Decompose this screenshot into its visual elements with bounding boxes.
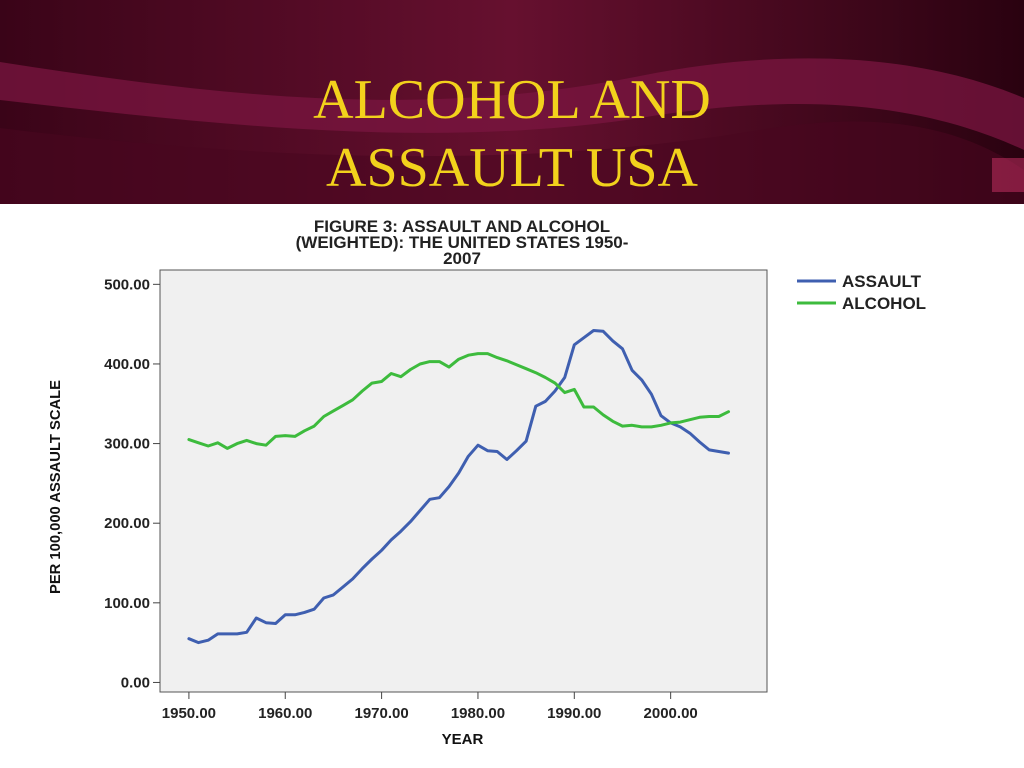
x-axis-title: YEAR xyxy=(442,731,484,748)
y-tick-label: 200.00 xyxy=(104,515,150,532)
axes: 0.00 100.00 200.00 300.00 400.00 500.00 1950.0… xyxy=(104,276,698,722)
header-background-waves xyxy=(0,0,1024,204)
x-tick-label: 1950.00 xyxy=(162,705,216,722)
slide-header: ALCOHOL AND ASSAULT USA xyxy=(0,0,1024,204)
slide-title-line-1: ALCOHOL AND xyxy=(313,69,711,131)
series-line-alcohol xyxy=(187,352,730,450)
slide-title: ALCOHOL AND ASSAULT USA xyxy=(0,66,1024,202)
y-axis-title: PER 100,000 ASSAULT SCALE xyxy=(47,380,64,594)
x-tick-label: 1960.00 xyxy=(258,705,312,722)
line-chart: FIGURE 3: ASSAULT AND ALCOHOL (WEIGHTED)… xyxy=(47,217,926,748)
y-tick-label: 0.00 xyxy=(121,674,150,691)
x-tick-label: 2000.00 xyxy=(644,705,698,722)
x-tick-label: 1970.00 xyxy=(354,705,408,722)
series-lines xyxy=(187,329,730,645)
y-tick-label: 400.00 xyxy=(104,356,150,373)
y-tick-label: 300.00 xyxy=(104,436,150,453)
x-tick-label: 1980.00 xyxy=(451,705,505,722)
y-tick-label: 100.00 xyxy=(104,595,150,612)
chart-title-line-1: FIGURE 3: ASSAULT AND ALCOHOL xyxy=(314,217,610,236)
chart-area: FIGURE 3: ASSAULT AND ALCOHOL (WEIGHTED)… xyxy=(0,204,1024,768)
legend: ASSAULT ALCOHOL xyxy=(797,272,926,313)
x-tick-label: 1990.00 xyxy=(547,705,601,722)
series-line-assault xyxy=(187,329,730,645)
chart-title-line-3: 2007 xyxy=(443,249,481,268)
chart-title-line-2: (WEIGHTED): THE UNITED STATES 1950- xyxy=(296,233,629,252)
slide-title-line-2: ASSAULT USA xyxy=(326,137,698,199)
legend-label-assault: ASSAULT xyxy=(842,272,922,291)
plot-area xyxy=(159,269,768,693)
y-tick-label: 500.00 xyxy=(104,276,150,293)
legend-label-alcohol: ALCOHOL xyxy=(842,294,926,313)
